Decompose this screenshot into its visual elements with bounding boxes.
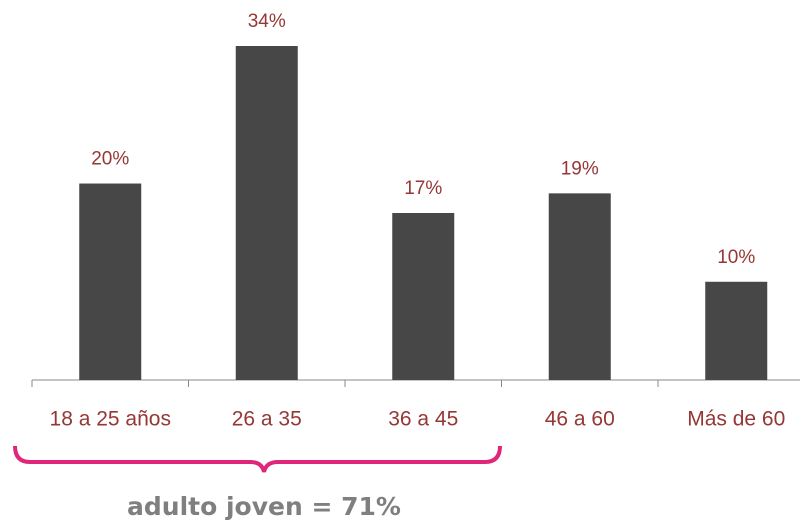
bar [548, 193, 611, 380]
x-tick-label: 46 a 60 [545, 408, 615, 431]
x-tick-label: 26 a 35 [232, 408, 302, 431]
bar [705, 281, 768, 380]
value-label: 20% [91, 149, 129, 170]
annotation: adulto joven = 71% [127, 492, 401, 521]
x-tick-label: 36 a 45 [388, 408, 458, 431]
bracket [13, 445, 502, 473]
value-label: 34% [248, 11, 286, 32]
value-label: 17% [404, 178, 442, 199]
x-tick-label: Más de 60 [687, 408, 785, 431]
bar [235, 46, 298, 380]
x-tick-label: 18 a 25 años [50, 408, 171, 431]
value-label: 10% [717, 247, 755, 268]
bar [79, 183, 142, 380]
bar [392, 213, 455, 380]
value-label: 19% [561, 158, 599, 179]
